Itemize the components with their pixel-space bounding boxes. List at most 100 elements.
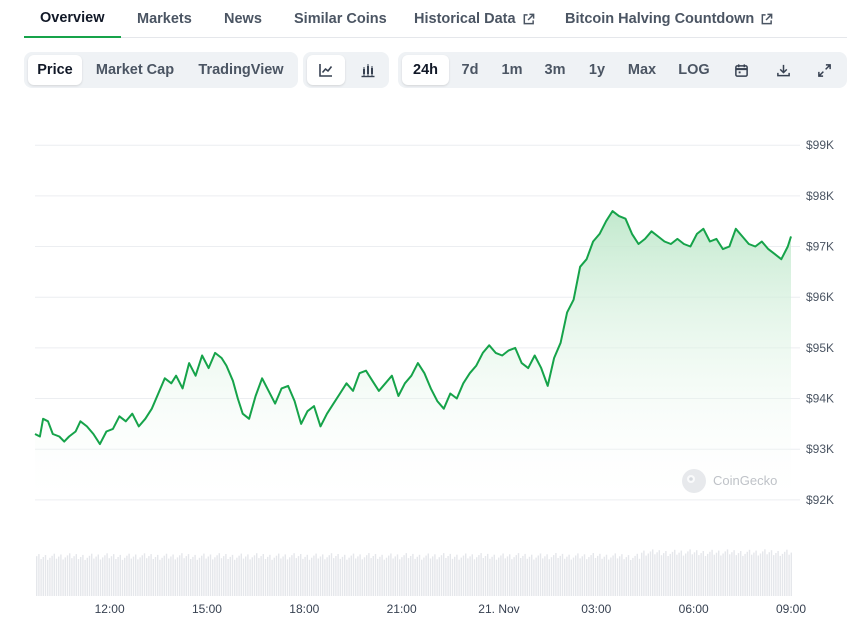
volume-bar: [627, 555, 630, 596]
volume-bar: [528, 556, 531, 596]
range-label: 3m: [544, 62, 566, 78]
volume-bar: [462, 555, 465, 596]
volume-bar: [275, 555, 278, 596]
volume-bar: [568, 554, 570, 596]
volume-bar: [330, 553, 333, 596]
price-chart[interactable]: $99K $98K $97K $96K $95K $94K $93K $92K 12:00 15…: [0, 100, 847, 632]
volume-bar: [58, 556, 60, 596]
volume-bar: [731, 552, 733, 596]
volume-bar: [685, 553, 687, 596]
range-24h-button[interactable]: 24h: [402, 55, 449, 85]
volume-bar: [498, 557, 500, 596]
volume-bar: [344, 554, 346, 596]
tradingview-button[interactable]: TradingView: [188, 55, 294, 85]
volume-bar: [572, 557, 575, 596]
volume-bar: [333, 558, 335, 596]
volume-bar: [262, 554, 264, 596]
tab-overview[interactable]: Overview: [24, 0, 121, 38]
volume-bar: [64, 557, 66, 596]
volume-bar: [757, 555, 759, 596]
volume-bar: [678, 552, 680, 596]
price-button[interactable]: Price: [28, 55, 82, 85]
volume-bar: [619, 556, 621, 596]
volume-bar: [641, 552, 643, 596]
volume-bar: [71, 558, 73, 596]
volume-bar: [645, 555, 647, 596]
volume-bar: [720, 555, 722, 596]
volume-bar: [53, 553, 55, 596]
volume-bar: [590, 555, 592, 596]
volume-bar: [449, 553, 451, 596]
volume-bar: [484, 556, 487, 596]
volume-bar: [621, 554, 623, 596]
volume-bar: [66, 555, 69, 596]
range-max-button[interactable]: Max: [619, 55, 665, 85]
volume-bar: [696, 550, 698, 596]
tab-historical-data[interactable]: Historical Data: [414, 0, 535, 38]
tab-similar-coins[interactable]: Similar Coins: [294, 0, 387, 38]
candlestick-chart-icon: [361, 64, 375, 78]
y-tick-label: $96K: [806, 290, 834, 304]
range-7d-button[interactable]: 7d: [451, 55, 489, 85]
y-axis: $99K $98K $97K $96K $95K $94K $93K $92K: [806, 138, 834, 507]
volume-bar: [553, 555, 555, 596]
volume-bar: [249, 559, 251, 596]
volume-bar: [788, 554, 790, 596]
tab-bitcoin-halving-countdown[interactable]: Bitcoin Halving Countdown: [565, 0, 773, 38]
volume-bar: [491, 556, 493, 596]
volume-bar: [264, 559, 267, 596]
volume-bar: [614, 553, 616, 596]
volume-bar: [421, 559, 423, 596]
download-button[interactable]: [767, 55, 799, 85]
volume-bar: [97, 554, 99, 596]
tradingview-label: TradingView: [198, 62, 284, 78]
range-1m-button[interactable]: 1m: [493, 55, 531, 85]
volume-bar: [214, 557, 216, 596]
volume-bar: [242, 558, 245, 596]
volume-bar: [348, 557, 350, 596]
volume-bar: [148, 556, 150, 596]
volume-bar: [564, 558, 566, 596]
volume-bar: [40, 559, 42, 596]
candlestick-chart-button[interactable]: [349, 55, 387, 85]
volume-bar: [359, 554, 361, 596]
volume-bar: [555, 553, 557, 596]
calendar-button[interactable]: [725, 55, 757, 85]
volume-bar: [141, 555, 143, 596]
volume-bar: [612, 555, 614, 596]
tab-markets[interactable]: Markets: [137, 0, 192, 38]
volume-bar: [735, 555, 737, 596]
volume-bar: [225, 554, 227, 596]
volume-bar: [172, 554, 174, 596]
x-axis: 12:00 15:00 18:00 21:00 21. Nov 03:00 06:00 09:…: [95, 602, 807, 616]
external-link-icon: [523, 13, 534, 24]
volume-bar: [676, 554, 678, 596]
log-scale-button[interactable]: LOG: [669, 55, 719, 85]
volume-bar: [392, 558, 394, 596]
volume-bar: [729, 554, 731, 596]
volume-bar: [432, 556, 434, 596]
volume-bar: [583, 554, 586, 596]
price-line: [34, 210, 792, 446]
line-chart-button[interactable]: [307, 55, 345, 85]
fullscreen-button[interactable]: [808, 55, 840, 85]
volume-bar: [84, 559, 86, 596]
volume-bar: [682, 555, 685, 596]
volume-bar: [786, 549, 788, 596]
volume-bar: [577, 553, 579, 596]
tab-news[interactable]: News: [224, 0, 262, 38]
range-1y-button[interactable]: 1y: [579, 55, 615, 85]
volume-bar: [480, 553, 482, 596]
volume-bar: [154, 557, 157, 596]
volume-bar: [513, 557, 515, 596]
volume-bar: [88, 555, 91, 596]
volume-bar: [394, 556, 396, 596]
market-cap-button[interactable]: Market Cap: [86, 55, 184, 85]
volume-bar: [451, 558, 454, 596]
volume-bar: [753, 552, 755, 596]
volume-bar: [106, 553, 108, 596]
volume-bar: [764, 549, 766, 596]
range-3m-button[interactable]: 3m: [535, 55, 575, 85]
volume-bar: [216, 555, 218, 596]
volume-bar: [60, 554, 62, 596]
